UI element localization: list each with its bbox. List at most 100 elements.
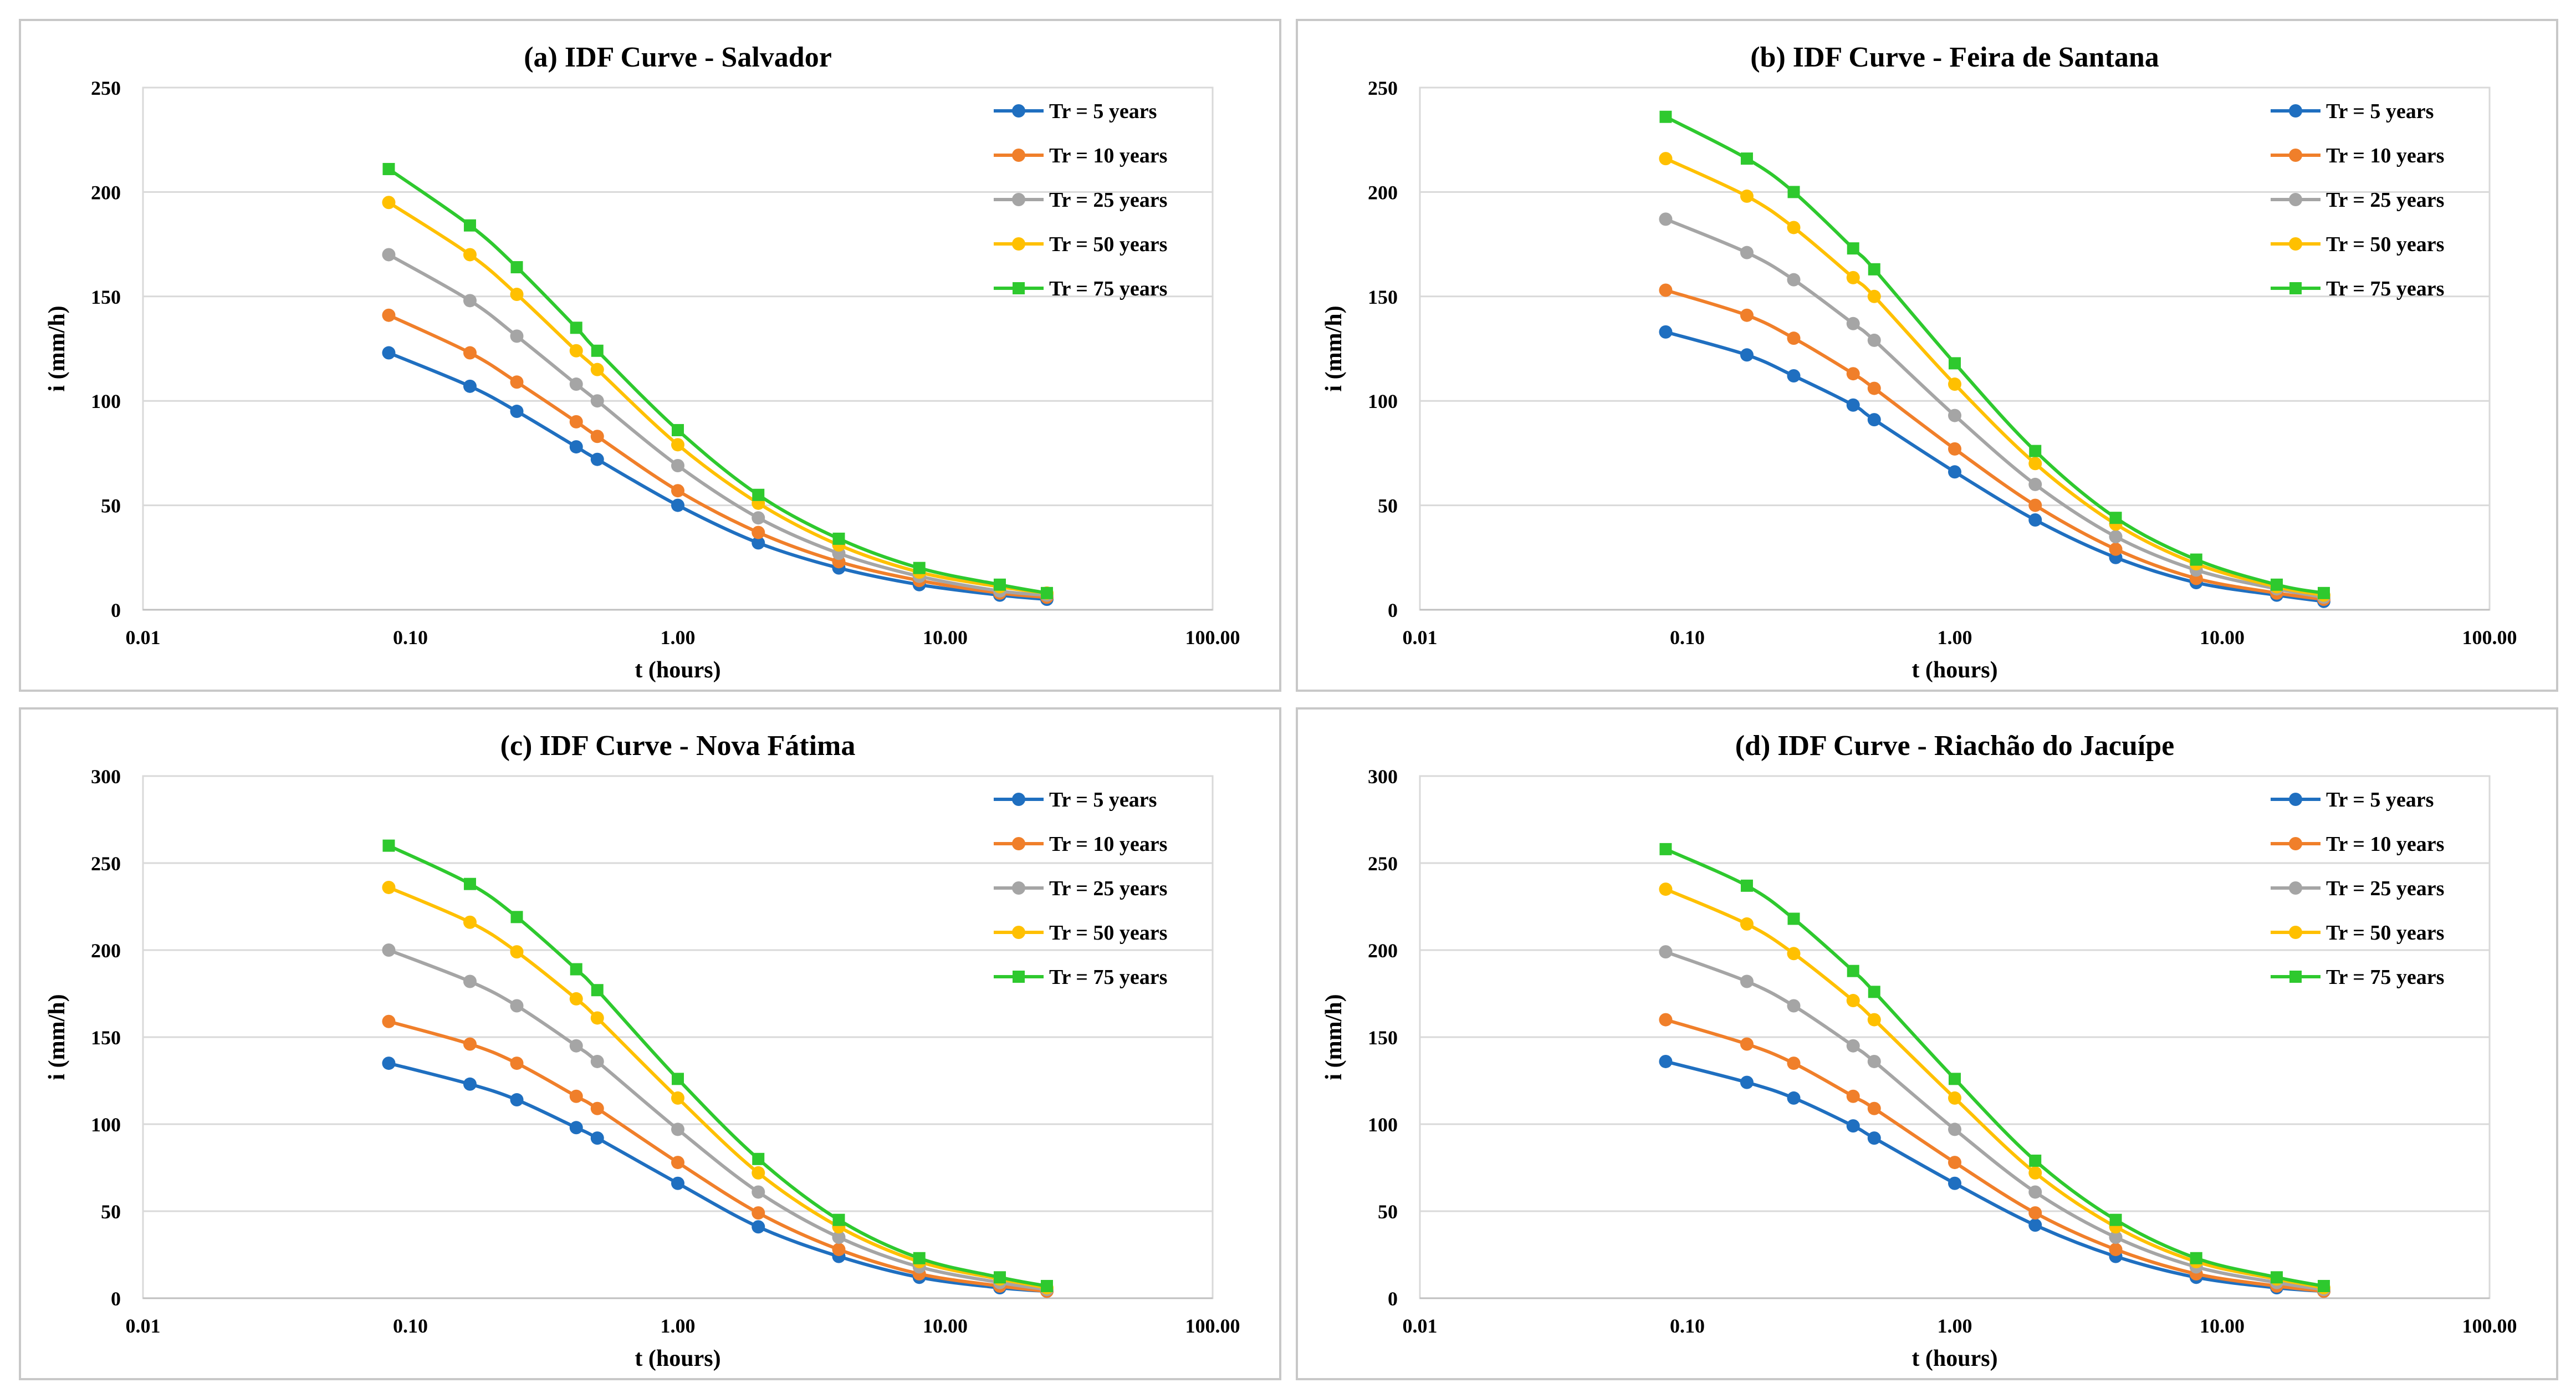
x-axis-label: t (hours) [635, 1346, 720, 1371]
data-point [590, 1101, 604, 1115]
data-point [752, 1166, 765, 1180]
data-point [590, 430, 604, 443]
x-tick-label: 100.00 [1185, 626, 1240, 649]
data-point [510, 288, 524, 302]
legend-marker [1012, 104, 1025, 118]
legend-label: Tr = 10 years [1049, 144, 1167, 167]
data-point [510, 1057, 524, 1070]
series-line [1665, 288, 2324, 601]
legend: Tr = 5 years Tr = 10 years Tr = 25 years Tr… [994, 788, 1167, 989]
chart-panel-a: (a) IDF Curve - Salvador 0 50 100 150 200 250 0… [19, 19, 1281, 692]
data-point [1787, 186, 1800, 198]
y-tick-label: 200 [91, 940, 121, 962]
legend-marker [2289, 793, 2302, 806]
legend-marker [2289, 237, 2302, 251]
legend-label: Tr = 50 years [2326, 233, 2444, 256]
data-point [2190, 1252, 2202, 1264]
legend-marker [2289, 881, 2302, 895]
data-point [832, 1231, 846, 1244]
data-point [1659, 110, 1672, 123]
data-point [1846, 317, 1860, 330]
y-tick-label: 250 [91, 853, 121, 875]
legend-label: Tr = 5 years [2326, 100, 2434, 123]
data-point [2270, 578, 2283, 591]
x-tick-label: 0.10 [393, 626, 428, 649]
data-point [1740, 974, 1754, 988]
y-tick-label: 50 [101, 1201, 121, 1223]
series-line [1665, 330, 2324, 603]
legend-item: Tr = 75 years [994, 966, 1167, 989]
y-tick-label: 150 [1368, 286, 1398, 308]
data-point [591, 984, 604, 997]
legend-label: Tr = 75 years [2326, 966, 2444, 989]
data-point [382, 162, 395, 175]
data-point [1846, 367, 1860, 381]
x-tick-label: 1.00 [1938, 1315, 1972, 1337]
data-point [993, 1271, 1006, 1284]
data-point [1659, 152, 1673, 166]
data-point [1867, 333, 1881, 347]
legend-label: Tr = 5 years [2326, 788, 2434, 812]
legend-marker [2289, 837, 2302, 850]
legend-item: Tr = 75 years [2271, 277, 2444, 300]
series-5 [382, 839, 1053, 1293]
data-point [1867, 381, 1881, 395]
legend-label: Tr = 25 years [2326, 877, 2444, 900]
series-line [388, 886, 1047, 1290]
data-point [382, 943, 396, 957]
data-point [569, 440, 583, 454]
data-point [2109, 1213, 2122, 1226]
data-point [752, 536, 765, 550]
data-point [382, 308, 396, 322]
legend-marker [2289, 282, 2302, 294]
legend-item: Tr = 50 years [2271, 921, 2444, 945]
legend-item: Tr = 75 years [2271, 966, 2444, 989]
legend-item: Tr = 25 years [994, 188, 1167, 212]
data-point [2028, 1218, 2042, 1232]
x-tick-label: 100.00 [2462, 1315, 2517, 1337]
y-tick-label: 50 [1378, 1201, 1398, 1223]
data-point [382, 839, 395, 852]
series-line [1665, 887, 2324, 1290]
series-line [388, 1019, 1047, 1293]
data-point [382, 1014, 396, 1028]
y-tick-label: 150 [1368, 1027, 1398, 1049]
data-point [2029, 1154, 2042, 1167]
data-point [590, 1131, 604, 1145]
data-point [1847, 242, 1859, 255]
data-point [672, 423, 684, 436]
legend-marker [2289, 971, 2302, 983]
legend-marker [1013, 971, 1025, 983]
legend-marker [2289, 149, 2302, 162]
data-point [590, 452, 604, 466]
data-point [510, 999, 524, 1013]
series-4 [1659, 152, 2330, 602]
y-tick-label: 250 [1368, 77, 1398, 99]
y-tick-label: 300 [91, 766, 121, 788]
y-tick-label: 150 [91, 286, 121, 308]
chart-panel-c: (c) IDF Curve - Nova Fátima 0 50 100 150 200 2… [19, 707, 1281, 1380]
series-line [388, 948, 1047, 1292]
data-point [570, 322, 582, 334]
data-point [463, 1037, 477, 1051]
series-line [387, 253, 1047, 597]
data-point [1659, 212, 1673, 226]
y-axis-label: i (mm/h) [44, 994, 70, 1080]
series-2 [382, 308, 1054, 604]
data-point [913, 562, 926, 574]
data-point [2317, 586, 2330, 599]
data-point [752, 1152, 765, 1165]
data-point [671, 484, 684, 498]
data-point [2028, 457, 2042, 471]
legend-item: Tr = 10 years [2271, 144, 2444, 167]
data-point [590, 394, 604, 408]
data-point [2028, 1206, 2042, 1220]
y-tick-label: 0 [1388, 1288, 1398, 1310]
series-line [1665, 157, 2324, 597]
data-point [1787, 273, 1801, 287]
data-point [1787, 1057, 1801, 1070]
data-point [463, 219, 476, 232]
data-point [2028, 513, 2042, 527]
data-point [463, 877, 476, 890]
data-point [993, 578, 1006, 591]
